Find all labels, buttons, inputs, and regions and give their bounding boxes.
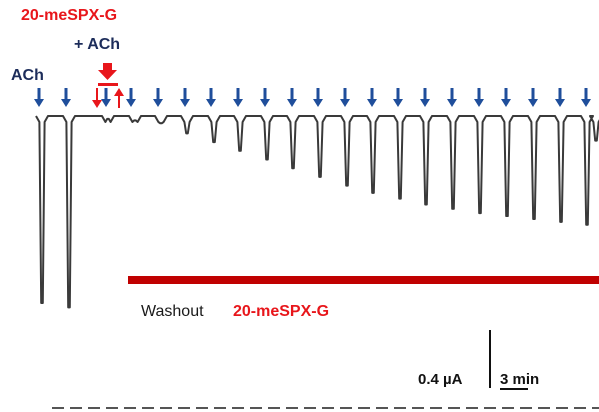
response-peak-6 — [186, 132, 188, 135]
current-scale-label: 0.4 µA — [418, 371, 463, 388]
response-peak-13 — [372, 191, 374, 194]
response-peak-18 — [506, 215, 508, 217]
ach-application-arrows — [34, 88, 591, 107]
washout-bar — [128, 276, 599, 284]
ach-coapplication-label: + ACh — [74, 36, 120, 53]
ach-arrow-19 — [528, 88, 538, 107]
ach-arrow-3 — [101, 88, 111, 107]
ach-arrow-20 — [555, 88, 565, 107]
ach-arrow-9 — [260, 88, 270, 107]
ach-arrow-17 — [474, 88, 484, 107]
ach-arrow-5 — [153, 88, 163, 107]
response-peak-14 — [399, 197, 401, 200]
response-peak-4 — [134, 119, 136, 122]
toxin-label: 20-meSPX-G — [21, 7, 117, 24]
toxin-bracket — [98, 83, 118, 86]
ach-arrow-2 — [61, 88, 71, 107]
ach-arrow-6 — [180, 88, 190, 107]
ach-arrow-4 — [126, 88, 136, 107]
response-peak-10 — [292, 167, 294, 170]
toxin-in-arrow-head — [92, 100, 102, 108]
response-peak-16 — [452, 207, 454, 210]
washout-label: Washout — [141, 303, 204, 320]
response-peak-12 — [346, 184, 348, 187]
response-peak-11 — [319, 176, 321, 178]
toxin-out-arrow-head — [114, 88, 124, 96]
ach-arrow-21 — [581, 88, 591, 107]
response-peak-19 — [533, 218, 535, 220]
ach-arrow-15 — [420, 88, 430, 107]
toxin-down-arrow-large — [98, 63, 117, 80]
toxin-application-marker — [92, 63, 124, 108]
response-peak-21 — [586, 223, 588, 226]
response-peak-20 — [560, 220, 562, 223]
response-peak-1 — [41, 302, 43, 304]
current-trace-group — [35, 115, 599, 309]
response-peak-17 — [479, 212, 481, 215]
scale-bar: 0.4 µA 3 min — [418, 330, 539, 390]
ach-arrow-12 — [340, 88, 350, 107]
response-peak-7 — [213, 141, 215, 144]
ach-arrow-10 — [287, 88, 297, 107]
response-peak-8 — [239, 149, 241, 152]
ach-arrow-14 — [393, 88, 403, 107]
washout-toxin-label: 20-meSPX-G — [233, 303, 329, 320]
response-peak-2 — [68, 306, 70, 309]
response-peak-3 — [107, 118, 109, 120]
response-peak-22 — [595, 139, 597, 142]
ach-label: ACh — [11, 67, 44, 84]
response-peak-15 — [425, 203, 427, 206]
ach-arrow-8 — [233, 88, 243, 107]
ach-arrow-18 — [501, 88, 511, 107]
ach-arrow-7 — [206, 88, 216, 107]
response-peak-5 — [160, 122, 162, 125]
ach-arrow-16 — [447, 88, 457, 107]
ach-arrow-11 — [313, 88, 323, 107]
time-scale-label: 3 min — [500, 371, 539, 388]
ach-arrow-13 — [367, 88, 377, 107]
ach-arrow-1 — [34, 88, 44, 107]
response-peak-9 — [266, 158, 268, 161]
